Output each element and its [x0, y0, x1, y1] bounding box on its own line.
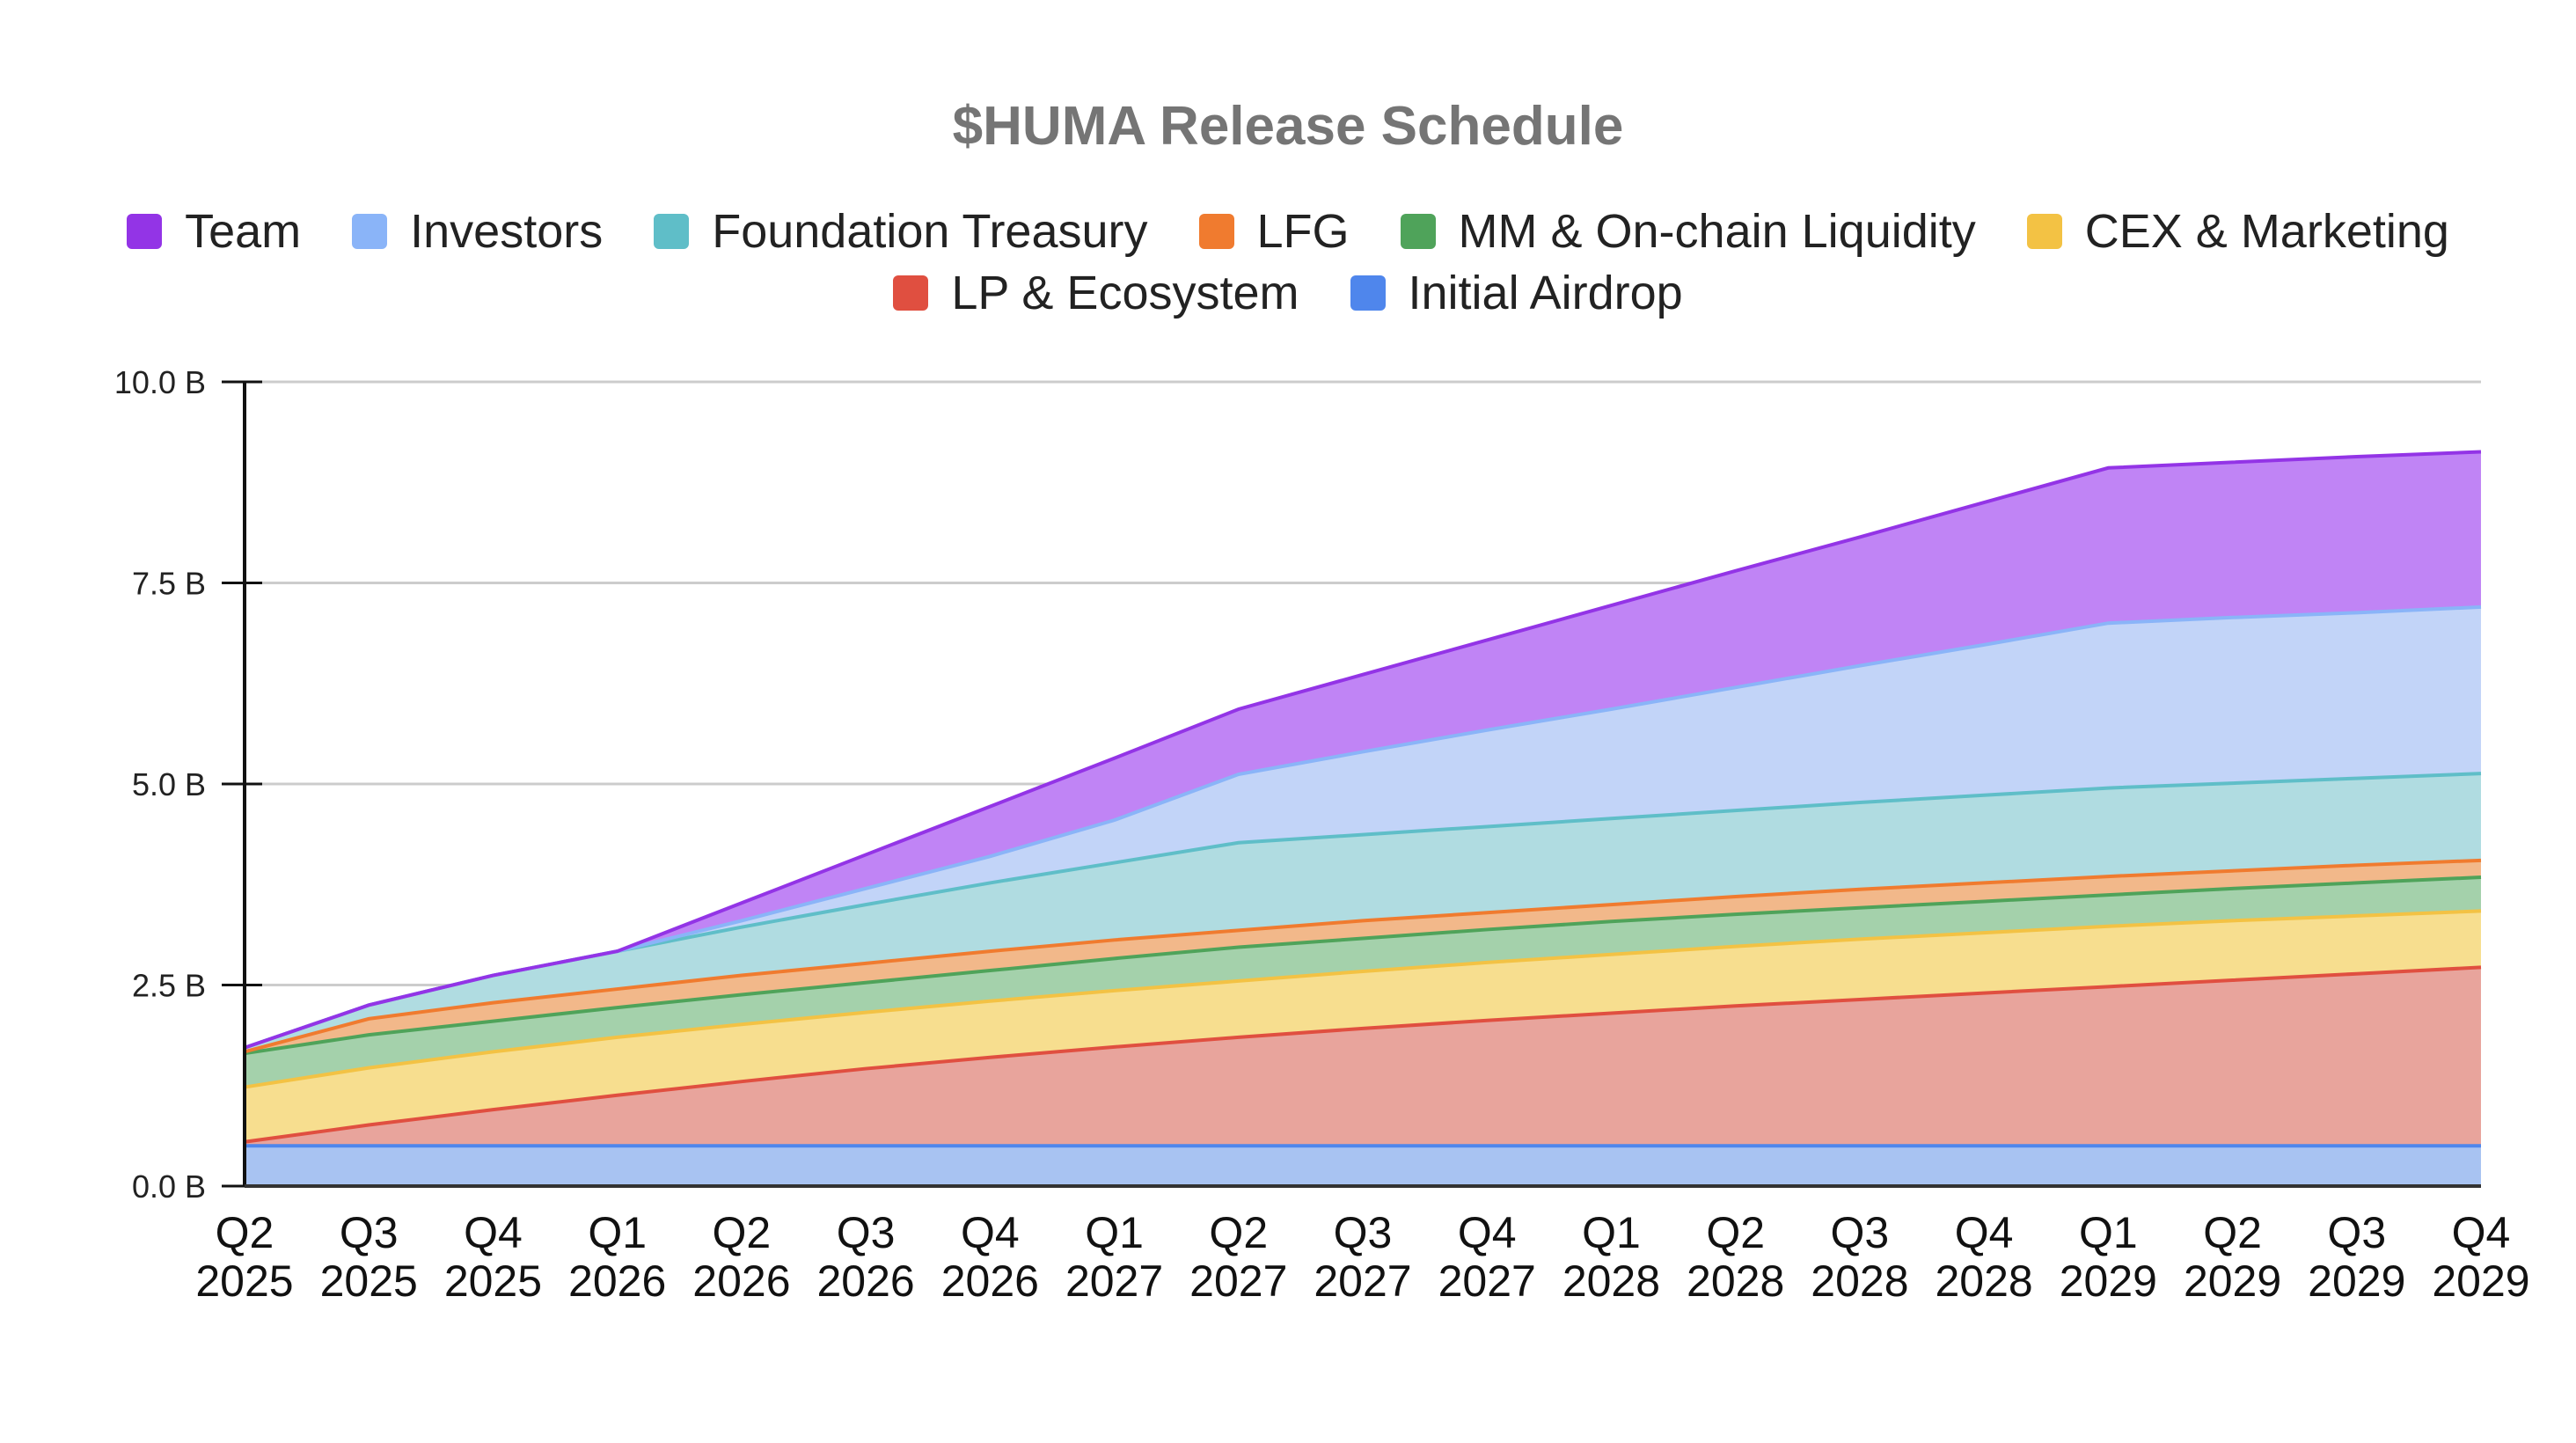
legend-label: Foundation Treasury	[712, 205, 1148, 258]
area-initial-airdrop	[245, 1146, 2481, 1186]
area-foundation-treasury	[245, 773, 2481, 1052]
x-tick-quarter: Q2	[713, 1208, 772, 1257]
legend-label: Initial Airdrop	[1408, 267, 1683, 319]
x-tick-quarter: Q1	[1085, 1208, 1144, 1257]
legend-row-2: LP & Ecosystem Initial Airdrop	[0, 266, 2576, 320]
x-tick-quarter: Q3	[1831, 1208, 1890, 1257]
x-tick-quarter: Q4	[464, 1208, 523, 1257]
legend-swatch	[1400, 214, 1436, 249]
x-tick-year: 2026	[941, 1256, 1039, 1306]
legend-item: CEX & Marketing	[2026, 204, 2449, 259]
legend-swatch	[1198, 214, 1234, 249]
x-tick-quarter: Q1	[2079, 1208, 2138, 1257]
x-tick-quarter: Q4	[2452, 1208, 2511, 1257]
series-line-cex-marketing	[244, 909, 2482, 1089]
x-tick-year: 2029	[2060, 1256, 2157, 1306]
x-tick-year: 2026	[816, 1256, 914, 1306]
legend-label: Investors	[410, 205, 604, 258]
y-tick-label: 5.0 B	[132, 766, 206, 802]
x-tick-year: 2027	[1314, 1256, 1411, 1306]
legend-item: Investors	[352, 204, 603, 259]
legend-label: LP & Ecosystem	[951, 267, 1299, 319]
x-tick-quarter: Q2	[2203, 1208, 2262, 1257]
series-line-team	[244, 450, 2482, 1050]
x-tick-year: 2026	[692, 1256, 790, 1306]
legend-swatch	[2026, 214, 2062, 249]
legend: Team Investors Foundation Treasury LFG MM & …	[0, 204, 2576, 259]
legend-swatch	[1350, 275, 1386, 311]
legend-label: CEX & Marketing	[2084, 205, 2449, 258]
legend-item: LP & Ecosystem	[893, 266, 1299, 320]
x-tick-year: 2025	[444, 1256, 542, 1306]
x-tick-quarter: Q4	[1955, 1208, 2014, 1257]
legend-item: Team	[127, 204, 301, 259]
x-tick-year: 2028	[1562, 1256, 1660, 1306]
legend-label: LFG	[1256, 205, 1350, 258]
series-line-mm-on-chain-liquidity	[244, 875, 2482, 1056]
area-lfg	[245, 860, 2481, 1054]
x-tick-quarter: Q3	[340, 1208, 399, 1257]
legend-item: LFG	[1198, 204, 1350, 259]
x-tick-quarter: Q4	[1458, 1208, 1517, 1257]
legend-swatch	[893, 275, 929, 311]
y-tick-label: 10.0 B	[114, 364, 206, 400]
y-tick-label: 2.5 B	[132, 968, 206, 1004]
legend-item: Foundation Treasury	[654, 204, 1148, 259]
x-tick-year: 2027	[1438, 1256, 1536, 1306]
area-team	[245, 451, 2481, 1048]
legend-item: MM & On-chain Liquidity	[1400, 204, 1976, 259]
area-investors	[245, 606, 2481, 1048]
x-tick-quarter: Q2	[1706, 1208, 1765, 1257]
x-tick-year: 2027	[1065, 1256, 1163, 1306]
y-tick-label: 0.0 B	[132, 1168, 206, 1205]
x-tick-year: 2029	[2308, 1256, 2405, 1306]
x-tick-year: 2029	[2432, 1256, 2529, 1306]
x-tick-quarter: Q1	[1582, 1208, 1641, 1257]
x-tick-year: 2026	[568, 1256, 666, 1306]
legend-item: Initial Airdrop	[1350, 266, 1683, 320]
x-tick-year: 2028	[1687, 1256, 1784, 1306]
x-tick-year: 2025	[320, 1256, 418, 1306]
x-tick-year: 2028	[1935, 1256, 2032, 1306]
x-tick-quarter: Q2	[216, 1208, 274, 1257]
y-tick-label: 7.5 B	[132, 566, 206, 602]
x-tick-year: 2029	[2184, 1256, 2281, 1306]
legend-swatch	[352, 214, 388, 249]
legend-label: Team	[185, 205, 302, 258]
legend-label: MM & On-chain Liquidity	[1458, 205, 1976, 258]
x-tick-quarter: Q3	[1334, 1208, 1393, 1257]
x-tick-quarter: Q4	[961, 1208, 1020, 1257]
chart-title: $HUMA Release Schedule	[952, 96, 1624, 157]
area-cex-marketing	[245, 911, 2481, 1142]
x-tick-year: 2025	[195, 1256, 293, 1306]
area-mm-on-chain-liquidity	[245, 877, 2481, 1088]
series-line-lfg	[244, 858, 2482, 1054]
legend-swatch	[654, 214, 690, 249]
legend-swatch	[127, 214, 163, 249]
x-tick-quarter: Q1	[588, 1208, 647, 1257]
x-tick-year: 2027	[1189, 1256, 1287, 1306]
series-line-lp-ecosystem	[244, 965, 2482, 1144]
x-tick-quarter: Q2	[1209, 1208, 1268, 1257]
x-tick-quarter: Q3	[2327, 1208, 2386, 1257]
x-tick-quarter: Q3	[837, 1208, 896, 1257]
x-tick-year: 2028	[1811, 1256, 1908, 1306]
area-lp-ecosystem	[245, 967, 2481, 1146]
